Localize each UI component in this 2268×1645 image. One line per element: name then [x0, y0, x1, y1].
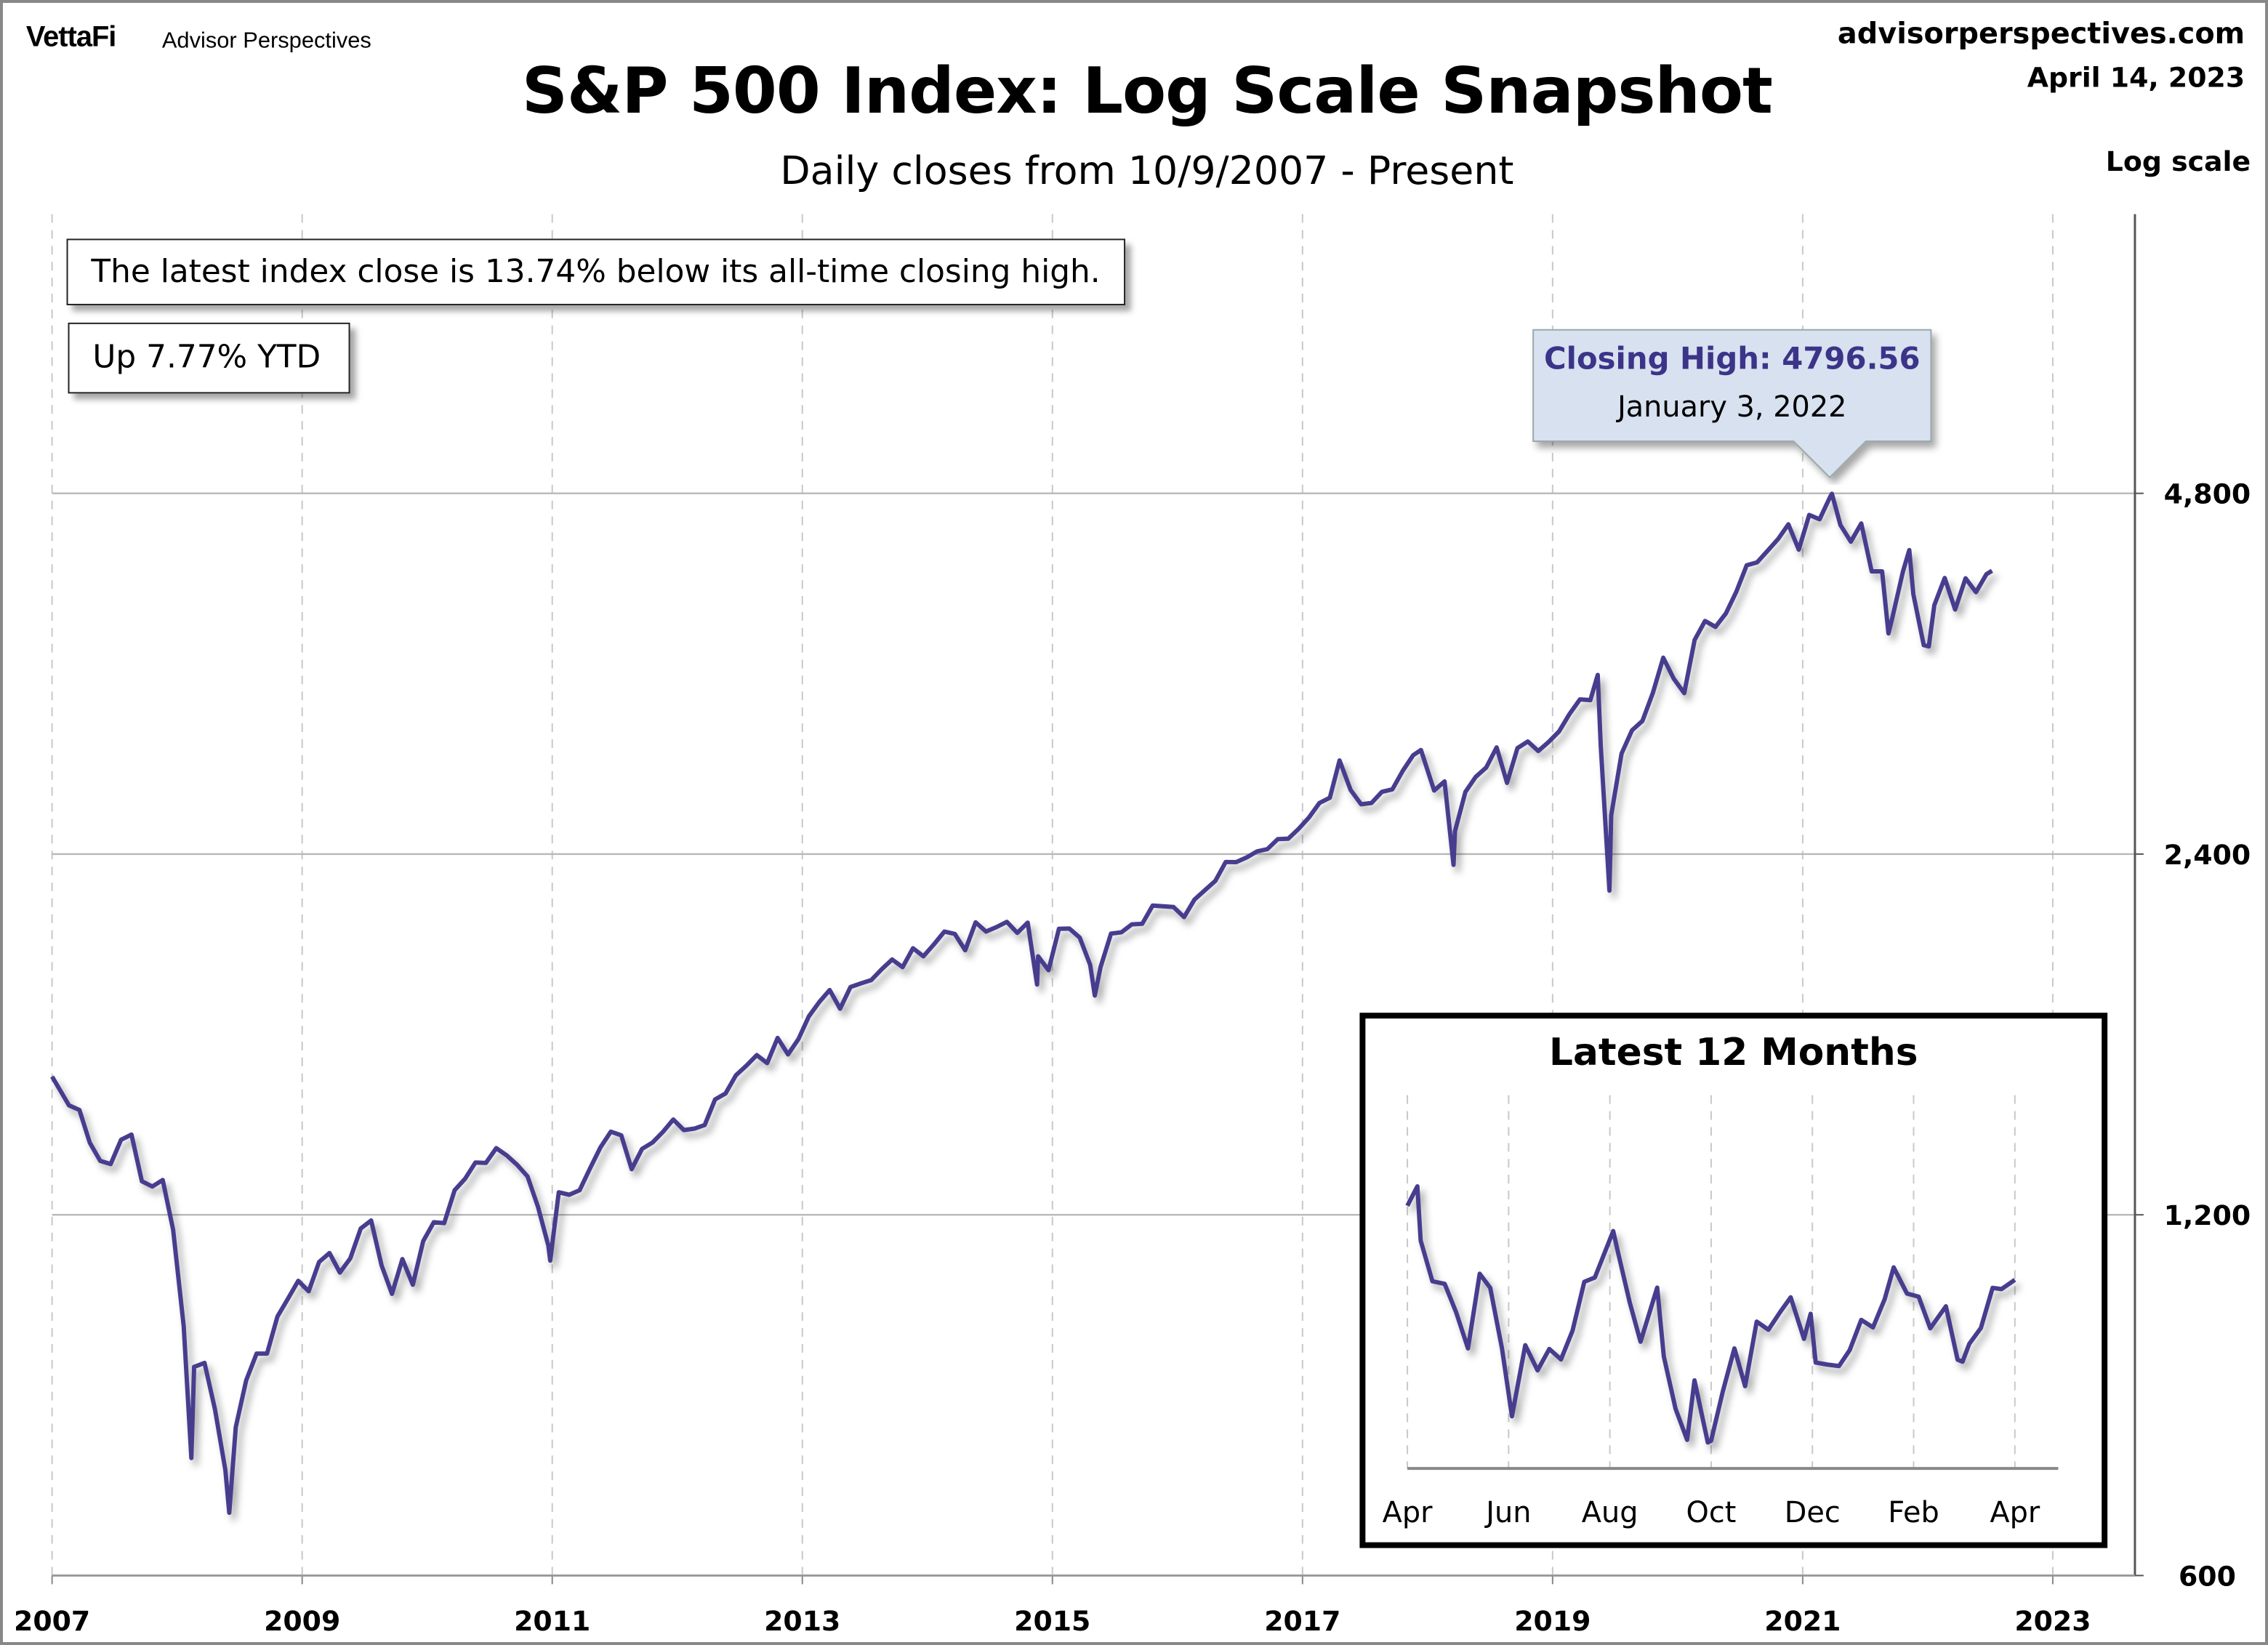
- x-tick-label: 2009: [264, 1605, 340, 1637]
- closing-high-label: Closing High: 4796.56: [1543, 341, 1921, 377]
- y-tick-label: 1,200: [2164, 1199, 2251, 1231]
- x-tick-label: 2017: [1264, 1605, 1340, 1637]
- x-tick-label: 2007: [14, 1605, 90, 1637]
- sp500-series-line: [50, 491, 1993, 1516]
- brand-name: Advisor Perspectives: [161, 28, 371, 54]
- chart-date: April 14, 2023: [2027, 62, 2245, 94]
- inset-x-tick-label: Dec: [1785, 1496, 1841, 1529]
- ytd-text: Up 7.77% YTD: [92, 339, 321, 377]
- inset-title: Latest 12 Months: [1549, 1031, 1918, 1075]
- chart-subtitle: Daily closes from 10/9/2007 - Present: [780, 149, 1514, 194]
- inset-x-tick-label: Oct: [1686, 1496, 1737, 1529]
- x-tick-label: 2019: [1514, 1605, 1591, 1637]
- y-tick-label: 2,400: [2164, 839, 2251, 871]
- ytd-note: Up 7.77% YTD: [68, 322, 350, 394]
- y-tick-label: 4,800: [2164, 478, 2251, 510]
- x-tick-label: 2011: [514, 1605, 590, 1637]
- below-high-text: The latest index close is 13.74% below i…: [91, 254, 1101, 291]
- inset-x-tick-label: Jun: [1484, 1496, 1531, 1529]
- inset-x-tick-label: Apr: [1383, 1496, 1433, 1529]
- x-tick-label: 2023: [2014, 1605, 2091, 1637]
- y-tick-label: 600: [2179, 1560, 2236, 1592]
- log-scale-note: Log scale: [2105, 146, 2251, 178]
- chart-title: S&P 500 Index: Log Scale Snapshot: [521, 55, 1773, 129]
- inset-series-line: [1405, 1184, 2016, 1445]
- x-tick-label: 2013: [764, 1605, 840, 1637]
- vettafi-logo: VettaFi: [25, 21, 117, 54]
- closing-high-callout: [1532, 329, 1932, 479]
- inset-x-tick-label: Apr: [1990, 1496, 2040, 1529]
- website: advisorperspectives.com: [1837, 15, 2245, 51]
- below-high-note: The latest index close is 13.74% below i…: [66, 238, 1126, 305]
- inset-x-tick-label: Aug: [1582, 1496, 1638, 1529]
- closing-high-date: January 3, 2022: [1617, 389, 1847, 425]
- inset-x-tick-label: Feb: [1888, 1496, 1939, 1529]
- x-tick-label: 2015: [1014, 1605, 1090, 1637]
- x-tick-label: 2021: [1764, 1605, 1841, 1637]
